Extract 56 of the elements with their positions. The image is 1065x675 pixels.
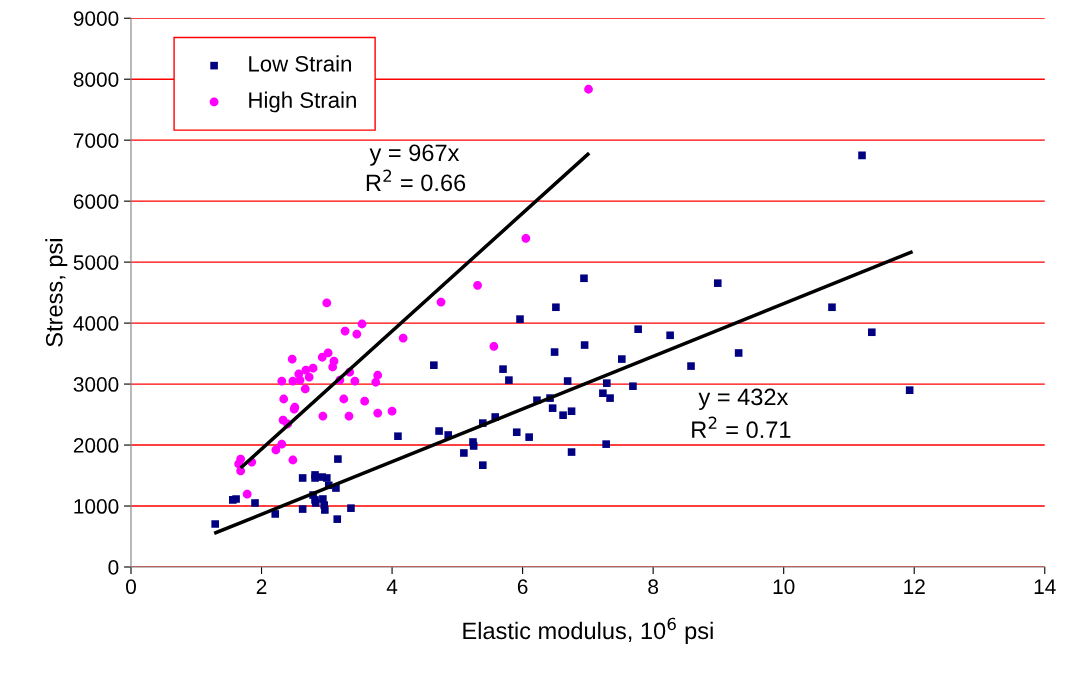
point	[344, 411, 354, 421]
x-tick-label: 4	[386, 579, 398, 594]
y-tick-label: 5000	[73, 255, 119, 270]
y-tick-label: 0	[108, 560, 119, 575]
point	[295, 375, 305, 385]
point	[521, 233, 531, 243]
point	[277, 376, 287, 386]
x-axis-title: Elastic modulus, 10$^{6}$ psi	[463, 617, 713, 644]
x-tick-label: 2	[256, 579, 267, 594]
point	[360, 396, 370, 406]
y-tick-label: 6000	[73, 194, 119, 209]
point	[357, 319, 367, 329]
x-tick-label: 14	[1034, 579, 1056, 594]
point	[300, 384, 310, 394]
x-tick-label: 8	[648, 579, 659, 595]
point	[318, 411, 328, 421]
point	[352, 329, 362, 339]
annotation: R$^{2}$ = 0.66	[366, 169, 466, 192]
y-tick-label: 4000	[73, 316, 119, 331]
annotation: y = 432x	[698, 388, 789, 411]
point	[271, 445, 281, 455]
legend-label: Low Strain	[249, 55, 351, 72]
point	[350, 376, 360, 386]
y-tick-label: 1000	[74, 499, 119, 514]
y-tick-label: 7000	[73, 133, 119, 148]
point	[373, 408, 383, 418]
point	[489, 341, 499, 351]
point	[339, 394, 349, 404]
y-tick-label: 3000	[73, 377, 119, 392]
annotation: y = 967x	[369, 144, 460, 166]
x-tick-label: 6	[517, 579, 528, 595]
point	[371, 377, 381, 387]
x-tick-label: 12	[904, 579, 925, 594]
y-tick-label: 8000	[73, 72, 119, 87]
annotation: R$^{2}$ = 0.71	[692, 416, 791, 439]
point	[473, 280, 482, 290]
point	[287, 354, 297, 364]
point	[340, 326, 350, 336]
y-tick-label: 2000	[73, 438, 119, 453]
x-tick-label: 0	[126, 579, 136, 595]
legend-label: High Strain	[249, 91, 356, 113]
x-tick-label: 10	[773, 579, 795, 595]
y-tick-label: 9000	[73, 11, 119, 26]
point	[436, 297, 446, 307]
point	[584, 84, 593, 94]
point	[277, 439, 287, 449]
point	[242, 489, 252, 499]
point	[288, 455, 298, 465]
point	[317, 352, 327, 362]
point	[304, 372, 314, 382]
point	[398, 333, 408, 343]
point	[328, 362, 338, 372]
point	[322, 298, 332, 308]
point	[279, 394, 289, 404]
y-axis-title: Stress, psi	[45, 239, 68, 347]
point	[387, 406, 397, 416]
